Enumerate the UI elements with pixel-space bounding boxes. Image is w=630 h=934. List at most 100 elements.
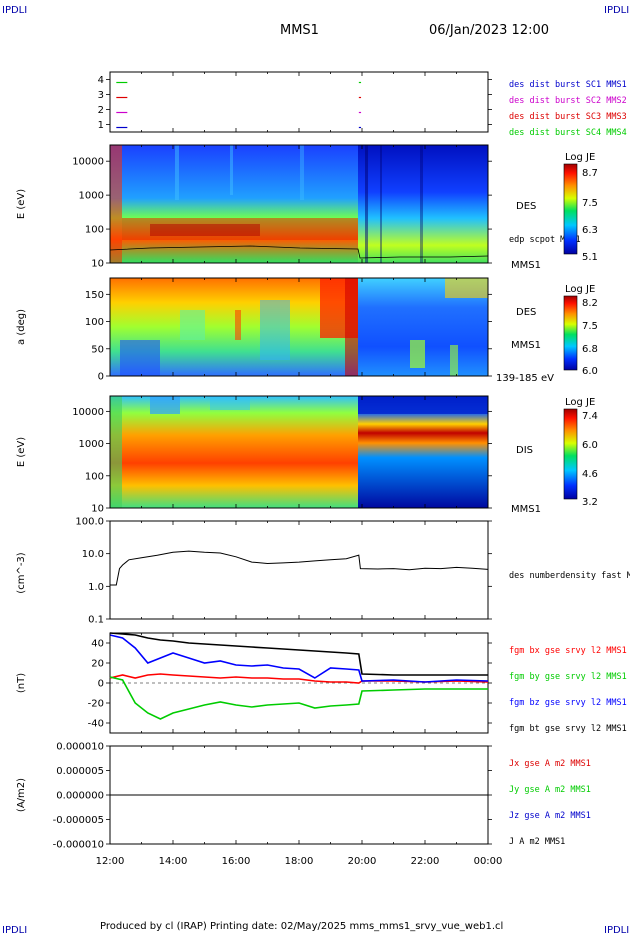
des-energy-cbar-tick: 5.1 bbox=[582, 252, 598, 263]
des-energy-y-tick-label: 10000 bbox=[72, 157, 104, 168]
des-pitch-y-tick-label: 50 bbox=[91, 344, 104, 355]
density-y-tick-label: 10.0 bbox=[82, 549, 104, 560]
burst-legend-entry: des dist burst SC2 MMS2 bbox=[509, 96, 627, 106]
density-y-tick-label: 0.1 bbox=[88, 615, 104, 626]
current-y-tick-label: 0.000005 bbox=[56, 766, 104, 777]
des-pitch-y-tick-label: 0 bbox=[98, 372, 104, 383]
des-energy-overlay-label: edp scpot MMS1 bbox=[509, 235, 581, 245]
spacecraft-title: MMS1 bbox=[280, 23, 319, 38]
burst-legend: des dist burst SC1 MMS1 des dist burst SC… bbox=[509, 80, 627, 138]
field-legend-entry: fgm bz gse srvy l2 MMS1 bbox=[509, 698, 627, 708]
panel-density-frame bbox=[109, 520, 489, 620]
dis-energy-cbar-tick: 3.2 bbox=[582, 497, 598, 508]
des-energy-ylabel: E (eV) bbox=[16, 189, 27, 219]
field-y-tick-label: -20 bbox=[88, 699, 104, 710]
dis-energy-sublabel: MMS1 bbox=[511, 504, 541, 515]
current-y-tick-label: 0.000010 bbox=[56, 742, 104, 753]
time-tick-label: 00:00 bbox=[474, 856, 503, 867]
footer-credit: Produced by cl (IRAP) Printing date: 02/… bbox=[100, 921, 503, 932]
current-y-tick-label: 0.000000 bbox=[56, 791, 104, 802]
field-legend-entry: fgm bx gse srvy l2 MMS1 bbox=[509, 646, 627, 656]
des-pitch-cbar-tick: 8.2 bbox=[582, 298, 598, 309]
density-ylabel: (cm^-3) bbox=[16, 552, 27, 593]
dis-energy-colorbar: Log JE 7.4 6.0 4.6 3.2 bbox=[563, 397, 598, 508]
dis-energy-colorbar-title: Log JE bbox=[565, 397, 595, 408]
burst-y-tick-label: 4 bbox=[98, 75, 104, 86]
panel-current: 0.000010 0.000005 0.000000 -0.000005 -0.0000… bbox=[16, 742, 591, 868]
current-legend-entry: J A m2 MMS1 bbox=[509, 837, 565, 847]
des-energy-y-tick-label: 10 bbox=[91, 259, 104, 270]
corner-tag-bottom-left: IPDLI bbox=[2, 925, 27, 934]
field-legend: fgm bx gse srvy l2 MMS1 fgm by gse srvy l… bbox=[509, 646, 627, 734]
field-lines bbox=[109, 632, 489, 720]
dis-energy-label: DIS bbox=[516, 445, 533, 456]
field-yticks: 40 20 0 -20 -40 bbox=[88, 639, 492, 730]
des-pitch-yticks: 150 100 50 0 bbox=[85, 290, 492, 383]
current-legend-entry: Jy gse A m2 MMS1 bbox=[509, 785, 591, 795]
field-series-line bbox=[109, 676, 488, 720]
des-energy-cbar-tick: 8.7 bbox=[582, 168, 598, 179]
dis-energy-cbar-tick: 4.6 bbox=[582, 469, 598, 480]
density-y-tick-label: 1.0 bbox=[88, 582, 104, 593]
time-tick-label: 14:00 bbox=[159, 856, 188, 867]
des-pitch-label: DES bbox=[516, 307, 536, 318]
des-pitch-sublabel: MMS1 bbox=[511, 340, 541, 351]
current-legend-entry: Jx gse A m2 MMS1 bbox=[509, 759, 591, 769]
current-ylabel: (A/m2) bbox=[16, 778, 27, 812]
des-pitch-cbar-tick: 6.0 bbox=[582, 366, 598, 377]
des-energy-yticks: 10000 1000 100 10 bbox=[72, 157, 492, 270]
time-tick-label: 22:00 bbox=[411, 856, 440, 867]
panel-dis-energy: 10000 1000 100 10 E (eV) DIS MMS1 Log JE 7.… bbox=[16, 395, 598, 515]
burst-legend-entry: des dist burst SC3 MMS3 bbox=[509, 112, 627, 122]
des-pitch-cbar-tick: 6.8 bbox=[582, 344, 598, 355]
des-energy-y-tick-label: 100 bbox=[85, 225, 104, 236]
field-legend-entry: fgm bt gse srvy l2 MMS1 bbox=[509, 724, 627, 734]
panel-burst-frame bbox=[109, 71, 489, 133]
burst-yticks: 1 2 3 4 bbox=[98, 75, 492, 131]
corner-tag-top-left: IPDLI bbox=[2, 5, 27, 16]
panel-des-pitch: 150 100 50 0 a (deg) DES MMS1 139-185 eV Lo… bbox=[16, 277, 598, 384]
dis-energy-y-tick-label: 1000 bbox=[79, 439, 104, 450]
time-tick-label: 18:00 bbox=[285, 856, 314, 867]
des-pitch-range-label: 139-185 eV bbox=[496, 373, 554, 384]
panel-des-energy: 10000 1000 100 10 E (eV) DES MMS1 edp scpot… bbox=[16, 144, 598, 271]
des-energy-cbar-tick: 6.3 bbox=[582, 225, 598, 236]
des-energy-colorbar-title: Log JE bbox=[565, 152, 595, 163]
corner-tag-top-right: IPDLI bbox=[604, 5, 629, 16]
dis-energy-y-tick-label: 100 bbox=[85, 471, 104, 482]
panel-field: 40 20 0 -20 -40 (nT) fgm bx gse srvy l2 MMS1… bbox=[16, 632, 627, 734]
dis-energy-cbar-tick: 6.0 bbox=[582, 440, 598, 451]
field-y-tick-label: 0 bbox=[98, 679, 104, 690]
current-y-tick-label: -0.000010 bbox=[53, 840, 104, 851]
datetime-title: 06/Jan/2023 12:00 bbox=[429, 23, 549, 38]
des-energy-colorbar: Log JE 8.7 7.5 6.3 5.1 bbox=[563, 152, 598, 263]
current-yticks: 0.000010 0.000005 0.000000 -0.000005 -0.0000… bbox=[53, 742, 492, 851]
burst-legend-entry: des dist burst SC4 MMS4 bbox=[509, 128, 627, 138]
burst-y-tick-label: 1 bbox=[98, 120, 104, 131]
density-yticks: 100.0 10.0 1.0 0.1 bbox=[75, 517, 492, 626]
des-energy-y-tick-label: 1000 bbox=[79, 191, 104, 202]
des-pitch-colorbar-title: Log JE bbox=[565, 284, 595, 295]
current-y-tick-label: -0.000005 bbox=[53, 815, 104, 826]
dis-energy-y-tick-label: 10 bbox=[91, 504, 104, 515]
dis-energy-y-tick-label: 10000 bbox=[72, 407, 104, 418]
dis-energy-ylabel: E (eV) bbox=[16, 437, 27, 467]
field-legend-entry: fgm by gse srvy l2 MMS1 bbox=[509, 672, 627, 682]
field-series-line bbox=[109, 632, 488, 676]
time-tick-label: 16:00 bbox=[222, 856, 251, 867]
density-series-label: des numberdensity fast MMS1 bbox=[509, 571, 630, 581]
des-pitch-y-tick-label: 150 bbox=[85, 290, 104, 301]
corner-tag-bottom-right: IPDLI bbox=[604, 925, 629, 934]
des-pitch-colorbar: Log JE 8.2 7.5 6.8 6.0 bbox=[563, 284, 598, 377]
density-series-line bbox=[110, 550, 489, 586]
des-energy-sublabel: MMS1 bbox=[511, 260, 541, 271]
burst-legend-entry: des dist burst SC1 MMS1 bbox=[509, 80, 627, 90]
des-pitch-ylabel: a (deg) bbox=[16, 309, 27, 345]
dis-energy-heatmap bbox=[110, 396, 488, 508]
field-series-line bbox=[109, 634, 489, 683]
dis-energy-yticks: 10000 1000 100 10 bbox=[72, 407, 492, 515]
des-pitch-heatmap bbox=[110, 278, 488, 376]
burst-marks bbox=[116, 81, 362, 129]
des-pitch-y-tick-label: 100 bbox=[85, 317, 104, 328]
